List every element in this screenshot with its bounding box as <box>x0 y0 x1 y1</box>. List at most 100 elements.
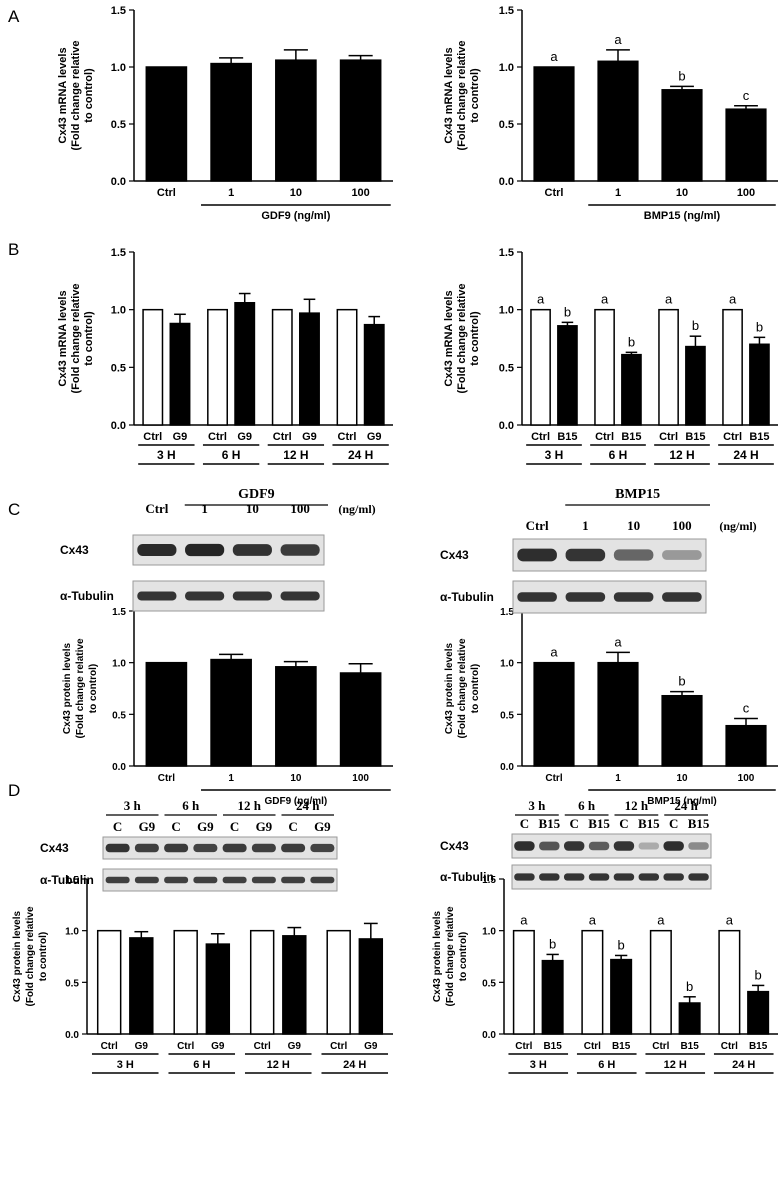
blot-band <box>688 873 709 881</box>
blots-layer: GDF9 Ctrl 1 10 100 (ng/ml) Cx43 α-Tubulin BMP15 C… <box>40 487 757 892</box>
y-tick-label: 0.0 <box>111 176 126 188</box>
blot-lane-label: 10 <box>627 518 640 533</box>
significance-label: a <box>729 292 737 307</box>
time-label: 6 H <box>193 1059 210 1071</box>
bar <box>234 301 256 426</box>
blot-band <box>565 548 606 562</box>
significance-label: b <box>564 304 571 319</box>
bar <box>145 66 188 182</box>
time-label: 12 H <box>267 1059 290 1071</box>
bar <box>169 322 191 426</box>
bar <box>358 938 384 1035</box>
y-tick-label: 0.5 <box>112 710 126 721</box>
x-tick-label: Ctrl <box>208 431 227 443</box>
blot-lane-label: C <box>669 816 678 831</box>
bar <box>299 312 320 426</box>
blot-band <box>193 876 218 884</box>
western-blot-D-right-blot: 3 h 6 h 12 h 24 h C B15 C B15 C B15 C B15 Cx43 α-Tubu… <box>440 798 712 890</box>
blot-lane-label: 1 <box>582 518 589 533</box>
y-tick-label: 1.0 <box>111 62 126 74</box>
x-tick-label: 1 <box>228 773 234 784</box>
bar <box>649 929 672 1035</box>
y-tick-label: 1.0 <box>482 927 496 938</box>
bar <box>718 929 741 1035</box>
time-label: 24 H <box>732 1059 755 1071</box>
chart-B-right: Cx43 mRNA levels (Fold change relative to … <box>443 247 778 465</box>
blot-unit-label: (ng/ml) <box>338 502 375 516</box>
y-tick-label: 0.0 <box>112 762 126 773</box>
x-tick-label: 100 <box>738 773 755 784</box>
blot-band <box>688 842 709 850</box>
x-tick-label: Ctrl <box>254 1041 271 1052</box>
significance-label: c <box>743 700 750 715</box>
y-tick-label: 0.0 <box>482 1030 496 1041</box>
bar <box>678 1002 701 1035</box>
x-tick-label: B15 <box>557 431 577 443</box>
blot-row-label: α-Tubulin <box>440 870 494 884</box>
x-tick-label: Ctrl <box>158 773 175 784</box>
blot-band <box>105 876 130 884</box>
x-tick-label: 10 <box>676 187 688 199</box>
x-tick-label: G9 <box>288 1041 302 1052</box>
y-axis-label: to control) <box>83 68 95 123</box>
x-tick-label: B15 <box>685 431 705 443</box>
x-tick-label: Ctrl <box>659 431 678 443</box>
blot-band <box>539 841 560 851</box>
blot-band <box>613 841 635 851</box>
time-label: 24 H <box>733 448 758 462</box>
bar <box>339 672 382 767</box>
time-label: 3 H <box>545 448 564 462</box>
significance-label: a <box>665 292 673 307</box>
y-tick-label: 1.5 <box>111 5 126 17</box>
y-tick-label: 0.5 <box>499 119 514 131</box>
blot-lane-label: B15 <box>638 816 660 831</box>
time-label: 6 H <box>598 1059 615 1071</box>
western-blot-C-right-blot: BMP15 Ctrl 1 10 100 (ng/ml) Cx43 α-Tubulin <box>440 487 757 614</box>
blot-group-label: BMP15 <box>615 487 660 502</box>
y-axis-label: Cx43 mRNA levels <box>443 47 455 143</box>
x-tick-label: Ctrl <box>273 431 292 443</box>
blot-lane-label: G9 <box>139 819 156 834</box>
blot-band <box>310 876 335 884</box>
x-tick-label: Ctrl <box>515 1041 532 1052</box>
y-axis-label: to control) <box>458 932 469 981</box>
blot-band <box>588 841 610 851</box>
blot-band <box>517 548 557 562</box>
chart-D-right: Cx43 protein levels (Fold change relative… <box>432 875 778 1074</box>
blot-time-label: 3 h <box>124 798 142 813</box>
blot-lane-label: Ctrl <box>526 518 549 533</box>
bar <box>205 943 231 1035</box>
bar <box>597 60 639 182</box>
x-tick-label: B15 <box>543 1041 562 1052</box>
bar <box>749 343 770 426</box>
blot-band <box>134 843 159 853</box>
blot-band <box>563 873 585 881</box>
group-label: BMP15 (ng/ml) <box>644 210 721 222</box>
chart-D-left: Cx43 protein levels (Fold change relative… <box>12 875 393 1074</box>
time-label: 3 H <box>117 1059 134 1071</box>
bar <box>621 353 642 426</box>
blot-band <box>662 592 702 602</box>
y-axis-label: to control) <box>88 664 99 713</box>
y-axis-label: (Fold change relative <box>25 906 36 1006</box>
significance-label: a <box>726 913 734 928</box>
y-tick-label: 0.5 <box>111 362 126 374</box>
significance-label: a <box>537 292 545 307</box>
blot-time-label: 12 h <box>238 798 262 813</box>
x-tick-label: G9 <box>237 431 252 443</box>
group-label: GDF9 (ng/ml) <box>261 210 330 222</box>
x-tick-label: Ctrl <box>143 431 162 443</box>
bar <box>581 929 604 1035</box>
group-label: BMP15 (ng/ml) <box>647 796 716 807</box>
blot-lane-label: C <box>230 819 239 834</box>
x-tick-label: 1 <box>615 187 621 199</box>
chart-B-left: Cx43 mRNA levels (Fold change relative to … <box>57 247 393 465</box>
blot-band <box>134 876 159 884</box>
y-tick-label: 1.0 <box>111 305 126 317</box>
y-axis-label: Cx43 protein levels <box>444 642 455 734</box>
blot-band <box>251 843 276 853</box>
significance-label: a <box>657 913 665 928</box>
blot-row-label: Cx43 <box>60 543 89 557</box>
bar <box>541 959 564 1035</box>
bar <box>661 694 703 767</box>
